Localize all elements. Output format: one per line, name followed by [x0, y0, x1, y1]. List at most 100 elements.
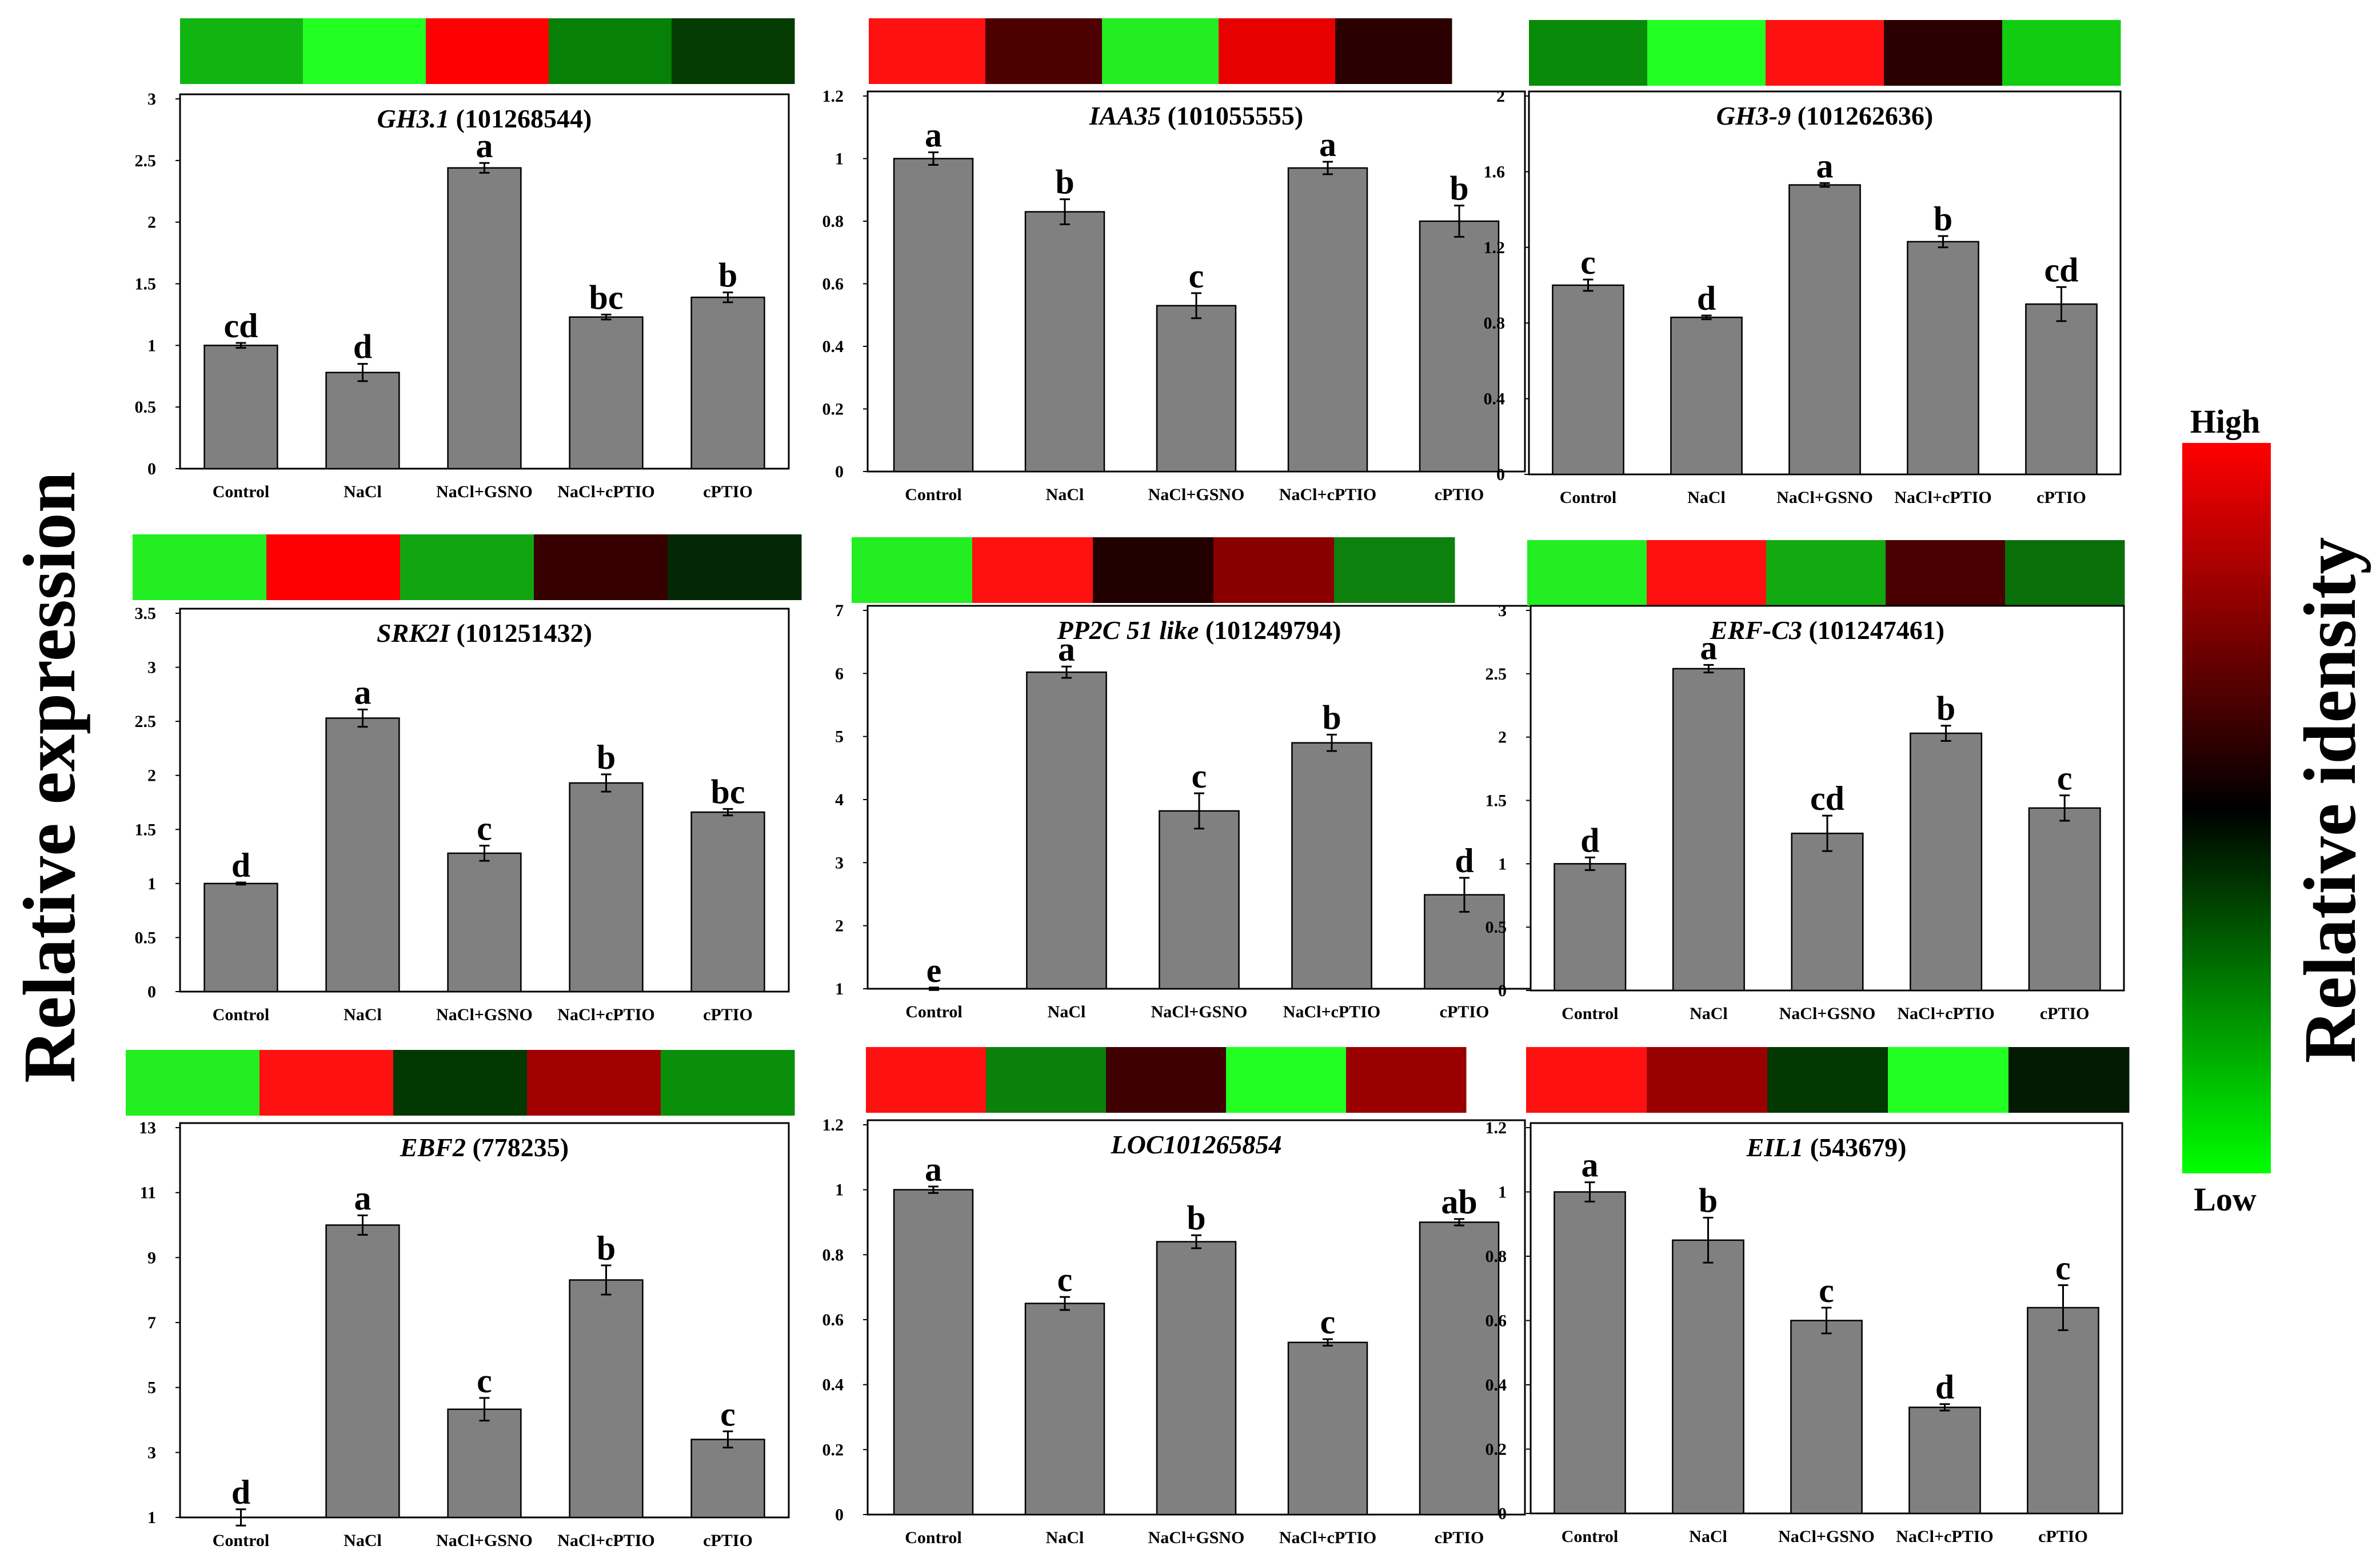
gene-name: GH3-9: [1716, 101, 1791, 130]
heatmap-cell: [180, 18, 304, 84]
y-tick-label: 1: [147, 336, 156, 355]
heatmap-strip: [180, 18, 795, 84]
heatmap-cell: [266, 534, 401, 600]
y-tick-label: 0: [147, 460, 156, 478]
y-tick-label: 1.6: [1484, 162, 1506, 181]
y-tick-label: 0.8: [822, 1245, 844, 1264]
category-label: NaCl: [1046, 1528, 1084, 1547]
heatmap-cell: [2002, 20, 2121, 86]
gene-name: EIL1: [1746, 1133, 1804, 1162]
chart-panel-2: 0 0.2 0.4 0.6 0.8 1 1.2 IAA35 (101055555) a Contr…: [822, 18, 1526, 504]
y-tick-label: 13: [139, 1118, 156, 1137]
bar: [569, 1279, 644, 1519]
significance-label: b: [1322, 698, 1341, 736]
category-label: cPTIO: [1435, 1528, 1484, 1547]
bar: [203, 882, 278, 993]
y-tick-label: 11: [140, 1184, 156, 1203]
gene-id: (101055555): [1161, 101, 1303, 130]
y-tick-label: 3: [1498, 601, 1507, 620]
y-tick-label: 0.8: [1485, 1247, 1507, 1266]
y-tick-label: 0.2: [1485, 1440, 1507, 1459]
significance-label: b: [1934, 200, 1952, 238]
heatmap-cell: [986, 1047, 1107, 1113]
y-tick-label: 0: [1496, 465, 1505, 484]
bar: [1554, 1191, 1626, 1515]
heatmap-cell: [1219, 18, 1336, 84]
category-label: NaCl+cPTIO: [1897, 1004, 1994, 1023]
y-tick-label: 1.2: [822, 87, 844, 106]
gene-name: ERF-C3: [1710, 616, 1802, 645]
panel-title: GH3-9 (101262636): [1716, 101, 1933, 130]
significance-label: a: [476, 127, 493, 165]
y-tick-label: 1.5: [1485, 792, 1507, 810]
significance-label: b: [597, 738, 616, 776]
category-label: NaCl+GSNO: [436, 1005, 533, 1024]
significance-label: d: [1580, 821, 1599, 859]
heatmap-cell: [1335, 18, 1452, 84]
y-tick-label: 3.5: [135, 604, 157, 623]
heatmap-strip: [133, 534, 802, 600]
category-label: NaCl+GSNO: [1148, 485, 1245, 504]
legend-low-label: Low: [2194, 1181, 2257, 1218]
bar: [1790, 1320, 1863, 1515]
heatmap-cell: [1767, 1047, 1888, 1113]
heatmap-cell: [668, 534, 802, 600]
significance-label: c: [477, 810, 492, 848]
bar: [1672, 1239, 1744, 1515]
y-tick-label: 2.5: [1485, 665, 1507, 684]
significance-label: c: [1192, 757, 1207, 795]
y-tick-label: 0.4: [1484, 390, 1506, 409]
chart-panel-3: 0 0.4 0.8 1.2 1.6 2 GH3-9 (101262636) c Control d…: [1484, 20, 2122, 507]
y-tick-label: 0: [1498, 981, 1507, 1000]
y-tick-label: 5: [147, 1379, 156, 1397]
y-tick-label: 1.2: [822, 1116, 844, 1134]
y-tick-label: 7: [147, 1313, 156, 1332]
heatmap-cell: [1766, 20, 1884, 86]
y-tick-label: 0.5: [1485, 918, 1507, 937]
heatmap-cell: [852, 537, 973, 603]
bar: [1287, 1341, 1368, 1516]
y-tick-label: 0.6: [822, 1311, 844, 1329]
heatmap-strip: [1526, 1047, 2130, 1113]
significance-label: d: [1935, 1368, 1954, 1406]
chart-panel-9: 0 0.2 0.4 0.6 0.8 1 1.2 EIL1 (543679) a Control b N…: [1485, 1047, 2130, 1546]
legend-high-label: High: [2190, 403, 2261, 440]
y-tick-label: 3: [835, 853, 844, 872]
heatmap-cell: [866, 1047, 987, 1113]
bar: [2025, 303, 2098, 476]
heatmap-cell: [1213, 537, 1335, 603]
significance-label: d: [1697, 279, 1716, 317]
significance-label: bc: [711, 773, 745, 810]
y-tick-label: 0.6: [822, 275, 844, 294]
category-label: NaCl+GSNO: [1779, 1004, 1876, 1023]
heatmap-cell: [549, 18, 672, 84]
significance-label: a: [1700, 629, 1717, 666]
y-tick-label: 1: [835, 150, 844, 169]
y-tick-label: 0.2: [822, 400, 844, 419]
significance-label: d: [1455, 842, 1473, 880]
panel-title: EIL1 (543679): [1746, 1133, 1907, 1162]
heatmap-strip: [1529, 20, 2121, 86]
y-tick-label: 1.2: [1484, 238, 1506, 257]
bar: [1287, 167, 1368, 473]
heatmap-cell: [1647, 540, 1767, 606]
significance-label: c: [1819, 1272, 1834, 1309]
bar: [690, 296, 765, 470]
bar: [1670, 317, 1743, 476]
bar: [1554, 863, 1627, 992]
significance-label: c: [720, 1395, 736, 1433]
legend-gradient-bar: [2182, 443, 2271, 1173]
significance-label: a: [354, 1179, 372, 1217]
significance-label: d: [353, 328, 372, 366]
gene-id: (101249794): [1199, 616, 1341, 645]
category-label: NaCl: [1689, 1527, 1727, 1546]
category-label: Control: [1562, 1527, 1618, 1546]
gene-name: LOC101265854: [1111, 1130, 1282, 1159]
y-tick-label: 3: [147, 658, 156, 677]
category-label: NaCl: [344, 482, 382, 501]
panel-title: EBF2 (778235): [400, 1133, 569, 1162]
y-tick-label: 7: [835, 601, 844, 620]
category-label: NaCl+cPTIO: [1283, 1002, 1380, 1021]
category-label: cPTIO: [703, 1005, 753, 1024]
bar: [569, 782, 644, 993]
